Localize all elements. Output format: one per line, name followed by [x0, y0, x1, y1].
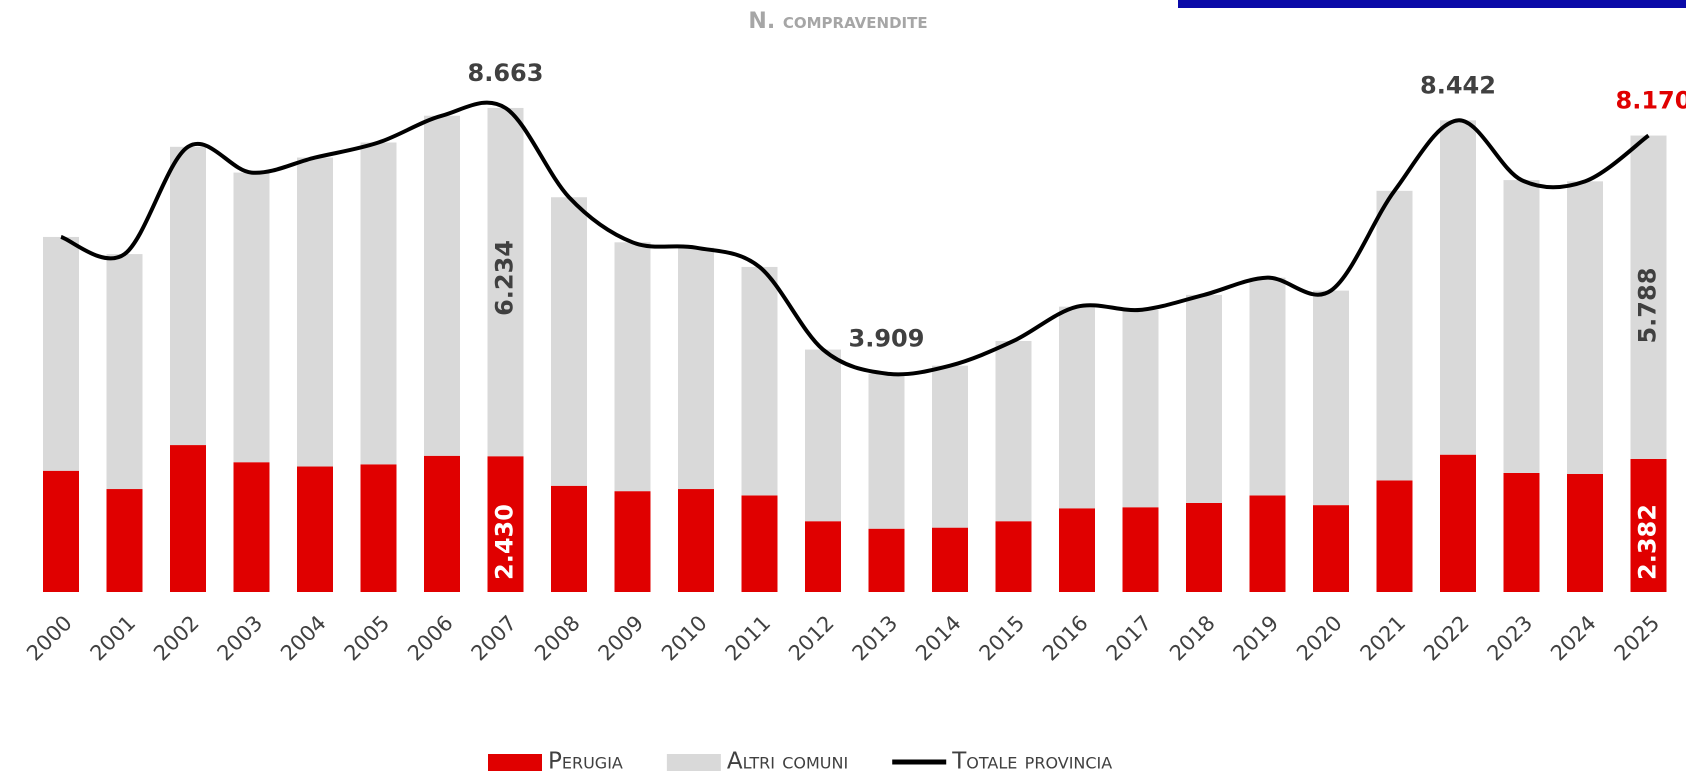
bar [551, 485, 587, 592]
bar [678, 489, 714, 592]
x-tick-label: 2012 [784, 611, 839, 666]
x-tick-label: 2001 [86, 611, 141, 666]
x-tick-label: 2022 [1419, 611, 1474, 666]
bar [805, 349, 841, 522]
bar [1249, 277, 1286, 496]
bar [487, 107, 524, 457]
bar [868, 373, 905, 529]
bar [1059, 508, 1095, 592]
x-tick-label: 2015 [975, 611, 1030, 666]
bar [551, 197, 587, 486]
value-label: 2.430 [491, 504, 519, 580]
bar [1376, 190, 1413, 481]
value-label: 3.909 [849, 325, 925, 353]
bar [170, 146, 206, 446]
bar [868, 528, 905, 592]
bar [106, 254, 143, 490]
value-label: 8.170 [1616, 87, 1686, 115]
bar [1567, 474, 1603, 592]
bar [995, 340, 1032, 522]
x-tick-label: 2008 [530, 611, 585, 666]
bar [297, 466, 333, 592]
value-label: 6.234 [491, 240, 519, 316]
bar [1440, 120, 1476, 455]
bar [1440, 454, 1476, 592]
bar [932, 527, 968, 592]
x-tick-label: 2000 [22, 611, 77, 666]
value-label: 8.442 [1420, 71, 1496, 99]
bar [1122, 507, 1159, 592]
bar [43, 236, 79, 471]
bar [1186, 502, 1222, 592]
bar [614, 242, 651, 492]
x-tick-label: 2016 [1038, 611, 1093, 666]
x-tick-label: 2020 [1292, 611, 1347, 666]
bar [614, 491, 651, 592]
legend-label: Totale provincia [951, 749, 1112, 774]
bar [1630, 458, 1667, 592]
bar [233, 172, 270, 463]
x-tick-label: 2021 [1356, 611, 1411, 666]
bar [106, 489, 143, 592]
bar [360, 464, 397, 592]
x-tick-label: 2003 [213, 611, 268, 666]
legend-swatch [488, 754, 542, 771]
x-tick-label: 2017 [1102, 611, 1157, 666]
bar [360, 142, 397, 465]
bar [170, 445, 206, 592]
x-tick-label: 2013 [848, 611, 903, 666]
bar [932, 365, 968, 528]
bar [1249, 495, 1286, 592]
bar [424, 455, 460, 592]
bar [678, 247, 714, 490]
bar [1313, 505, 1349, 592]
x-tick-label: 2014 [911, 611, 966, 666]
bar [487, 456, 524, 592]
bar [43, 470, 79, 592]
bar [1313, 290, 1349, 506]
bar [741, 266, 778, 496]
bar [1122, 309, 1159, 508]
x-tick-label: 2011 [721, 611, 776, 666]
bar [741, 495, 778, 592]
x-tick-label: 2010 [657, 611, 712, 666]
value-label: 8.663 [468, 59, 544, 87]
bar [1503, 472, 1540, 592]
bar [1630, 135, 1667, 459]
x-tick-label: 2006 [403, 611, 458, 666]
header-band [1178, 0, 1686, 8]
bar [424, 115, 460, 456]
bar [805, 521, 841, 592]
bar [297, 157, 333, 467]
bar [1503, 180, 1540, 473]
legend-label: Perugia [548, 749, 623, 774]
x-tick-label: 2025 [1610, 611, 1665, 666]
bar [995, 521, 1032, 592]
x-tick-label: 2007 [467, 611, 522, 666]
x-tick-label: 2023 [1483, 611, 1538, 666]
total-line [60, 100, 1650, 377]
bar [1186, 294, 1222, 503]
x-tick-label: 2024 [1546, 611, 1601, 666]
value-label: 2.382 [1634, 504, 1662, 580]
chart-title: N. compravendite [748, 9, 927, 34]
legend-swatch [666, 754, 721, 771]
x-tick-label: 2005 [340, 611, 395, 666]
value-label: 5.788 [1634, 268, 1662, 344]
bar [1567, 181, 1603, 475]
bar [1059, 306, 1095, 509]
x-tick-label: 2002 [149, 611, 204, 666]
x-tick-label: 2004 [276, 611, 331, 666]
x-tick-label: 2009 [594, 611, 649, 666]
x-tick-label: 2019 [1229, 611, 1284, 666]
legend-label: Altri comuni [727, 749, 848, 774]
bar [233, 462, 270, 592]
x-tick-label: 2018 [1165, 611, 1220, 666]
bar [1376, 480, 1413, 592]
